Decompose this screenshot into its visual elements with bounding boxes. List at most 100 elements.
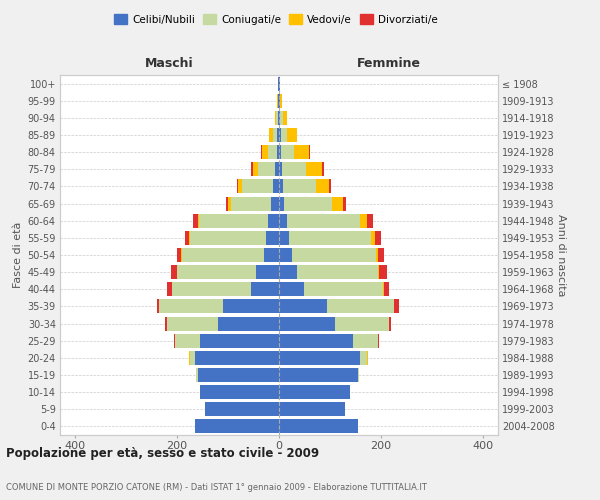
Bar bbox=[223, 300, 279, 314]
Bar bbox=[230, 196, 271, 210]
Bar bbox=[283, 111, 287, 125]
Bar bbox=[228, 196, 230, 210]
Bar bbox=[160, 300, 223, 314]
Bar bbox=[304, 282, 383, 296]
Bar bbox=[226, 196, 228, 210]
Bar bbox=[256, 265, 279, 279]
Bar bbox=[182, 248, 264, 262]
Bar bbox=[322, 162, 324, 176]
Bar bbox=[205, 402, 279, 416]
Bar bbox=[273, 180, 279, 194]
Bar bbox=[193, 214, 197, 228]
Bar bbox=[279, 180, 283, 194]
Bar bbox=[389, 316, 391, 330]
Text: COMUNE DI MONTE PORZIO CATONE (RM) - Dati ISTAT 1° gennaio 2009 - Elaborazione T: COMUNE DI MONTE PORZIO CATONE (RM) - Dat… bbox=[6, 483, 427, 492]
Bar bbox=[177, 265, 256, 279]
Bar bbox=[358, 368, 359, 382]
Bar bbox=[279, 368, 358, 382]
Bar bbox=[277, 111, 278, 125]
Bar bbox=[237, 180, 238, 194]
Bar bbox=[371, 231, 375, 245]
Bar bbox=[279, 265, 297, 279]
Bar bbox=[253, 162, 257, 176]
Y-axis label: Fasce di età: Fasce di età bbox=[13, 222, 23, 288]
Bar bbox=[170, 265, 176, 279]
Bar bbox=[166, 316, 167, 330]
Bar bbox=[294, 145, 309, 159]
Bar bbox=[262, 145, 268, 159]
Bar bbox=[279, 128, 281, 142]
Bar bbox=[379, 248, 385, 262]
Bar bbox=[275, 162, 279, 176]
Bar bbox=[269, 128, 274, 142]
Bar bbox=[157, 300, 160, 314]
Bar bbox=[279, 196, 284, 210]
Bar bbox=[281, 162, 306, 176]
Bar bbox=[287, 214, 361, 228]
Bar bbox=[279, 402, 345, 416]
Text: Femmine: Femmine bbox=[356, 57, 421, 70]
Bar bbox=[280, 111, 283, 125]
Bar bbox=[367, 351, 368, 365]
Bar bbox=[195, 420, 279, 434]
Bar bbox=[238, 180, 242, 194]
Text: Maschi: Maschi bbox=[145, 57, 194, 70]
Bar bbox=[279, 420, 358, 434]
Bar bbox=[266, 231, 279, 245]
Bar bbox=[306, 162, 322, 176]
Bar bbox=[361, 214, 367, 228]
Bar bbox=[251, 282, 279, 296]
Bar bbox=[175, 334, 200, 347]
Bar bbox=[189, 351, 190, 365]
Bar bbox=[292, 248, 376, 262]
Bar bbox=[297, 265, 379, 279]
Bar bbox=[279, 214, 287, 228]
Bar bbox=[197, 214, 199, 228]
Bar bbox=[279, 385, 350, 399]
Bar bbox=[268, 145, 277, 159]
Bar bbox=[200, 334, 279, 347]
Bar bbox=[185, 231, 189, 245]
Bar bbox=[199, 214, 268, 228]
Bar bbox=[196, 368, 197, 382]
Bar bbox=[200, 385, 279, 399]
Bar bbox=[375, 231, 381, 245]
Bar bbox=[367, 214, 373, 228]
Bar bbox=[173, 334, 175, 347]
Bar bbox=[316, 180, 329, 194]
Bar bbox=[279, 248, 292, 262]
Legend: Celibi/Nubili, Coniugati/e, Vedovi/e, Divorziati/e: Celibi/Nubili, Coniugati/e, Vedovi/e, Di… bbox=[110, 10, 442, 29]
Bar bbox=[277, 145, 279, 159]
Bar bbox=[376, 248, 379, 262]
Bar bbox=[343, 196, 346, 210]
Bar bbox=[379, 265, 387, 279]
Bar bbox=[353, 334, 379, 347]
Y-axis label: Anni di nascita: Anni di nascita bbox=[556, 214, 566, 296]
Bar bbox=[190, 351, 195, 365]
Bar bbox=[274, 128, 277, 142]
Bar bbox=[279, 300, 328, 314]
Bar bbox=[257, 162, 275, 176]
Bar bbox=[242, 180, 273, 194]
Bar bbox=[281, 145, 294, 159]
Bar bbox=[332, 196, 343, 210]
Bar bbox=[177, 248, 181, 262]
Bar bbox=[190, 231, 266, 245]
Bar bbox=[278, 111, 279, 125]
Bar bbox=[279, 351, 361, 365]
Bar bbox=[195, 351, 279, 365]
Bar bbox=[309, 145, 310, 159]
Bar bbox=[279, 316, 335, 330]
Bar bbox=[283, 180, 316, 194]
Bar bbox=[394, 300, 399, 314]
Bar bbox=[189, 231, 190, 245]
Bar bbox=[197, 368, 279, 382]
Bar bbox=[280, 94, 281, 108]
Bar bbox=[271, 196, 279, 210]
Bar bbox=[251, 162, 253, 176]
Bar bbox=[279, 334, 353, 347]
Bar bbox=[289, 231, 371, 245]
Bar bbox=[167, 282, 172, 296]
Bar bbox=[279, 162, 281, 176]
Bar bbox=[218, 316, 279, 330]
